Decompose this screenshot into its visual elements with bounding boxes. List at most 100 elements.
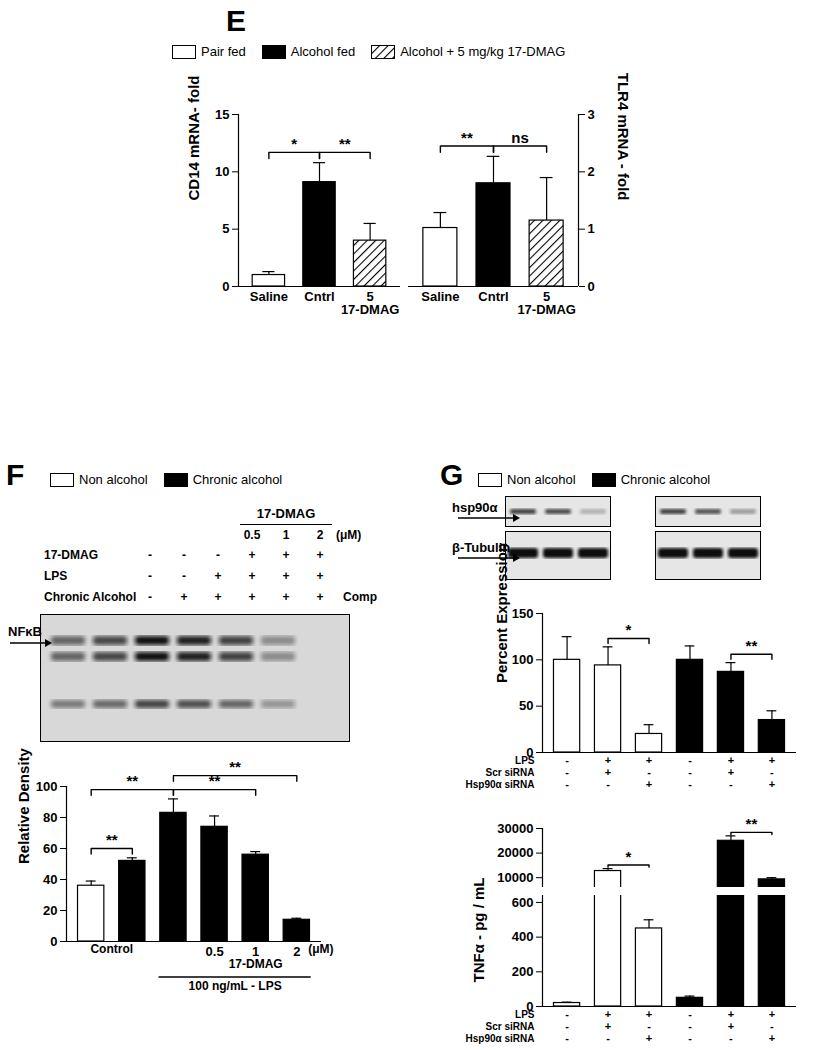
svg-text:+: +: [605, 1020, 611, 1032]
svg-text:LPS: LPS: [515, 755, 535, 766]
svg-text:-: -: [688, 754, 692, 766]
svg-text:*: *: [626, 621, 632, 638]
svg-text:-: -: [688, 1008, 692, 1020]
svg-text:200: 200: [512, 964, 534, 979]
svg-text:40: 40: [43, 872, 57, 887]
svg-text:-: -: [647, 1020, 651, 1032]
svg-text:-: -: [729, 1032, 733, 1044]
svg-text:1: 1: [588, 221, 595, 236]
svg-text:**: **: [746, 637, 758, 654]
svg-text:-: -: [565, 1020, 569, 1032]
svg-text:**: **: [461, 129, 473, 146]
html-text:G: G: [440, 458, 464, 491]
html-text:Pair fed: Pair fed: [201, 44, 246, 59]
svg-text:+: +: [646, 1008, 652, 1020]
html-text:Alcohol fed: Alcohol fed: [290, 44, 356, 59]
html-text:F: F: [6, 458, 25, 491]
svg-text:Relative Density: Relative Density: [15, 747, 32, 864]
svg-text:Cntrl: Cntrl: [478, 289, 508, 304]
svg-text:-: -: [729, 778, 733, 790]
svg-text:-: -: [688, 1032, 692, 1044]
svg-text:+: +: [769, 1008, 775, 1020]
svg-text:-: -: [565, 778, 569, 790]
svg-text:0: 0: [222, 279, 229, 294]
svg-text:600: 600: [512, 895, 534, 910]
svg-text:-: -: [565, 1008, 569, 1020]
svg-text:(μM): (μM): [308, 942, 333, 956]
svg-text:10000: 10000: [497, 870, 533, 885]
svg-text:-: -: [565, 766, 569, 778]
svg-text:-: -: [688, 1020, 692, 1032]
svg-text:+: +: [646, 778, 652, 790]
svg-text:+: +: [728, 766, 734, 778]
svg-text:**: **: [126, 772, 138, 789]
svg-text:-: -: [606, 1032, 610, 1044]
svg-text:10: 10: [215, 164, 229, 179]
svg-text:**: **: [229, 758, 241, 775]
svg-text:CD14 mRNA- fold: CD14 mRNA- fold: [185, 75, 202, 200]
svg-text:Percent Expression: Percent Expression: [493, 543, 510, 683]
svg-text:-: -: [688, 766, 692, 778]
svg-text:+: +: [646, 1032, 652, 1044]
svg-text:+: +: [728, 1008, 734, 1020]
svg-text:100: 100: [512, 652, 534, 667]
svg-text:0.5: 0.5: [206, 944, 224, 959]
svg-text:+: +: [769, 754, 775, 766]
svg-text:ns: ns: [511, 129, 529, 146]
svg-text:17-DMAG: 17-DMAG: [229, 957, 283, 971]
svg-text:+: +: [605, 766, 611, 778]
svg-text:-: -: [647, 766, 651, 778]
svg-text:+: +: [646, 754, 652, 766]
svg-text:100: 100: [36, 779, 58, 794]
svg-text:2: 2: [293, 944, 300, 959]
svg-text:0: 0: [588, 279, 595, 294]
svg-text:50: 50: [519, 698, 533, 713]
html-text:Alcohol + 5 mg/kg 17-DMAG: Alcohol + 5 mg/kg 17-DMAG: [400, 44, 566, 59]
svg-text:**: **: [209, 772, 221, 789]
svg-text:-: -: [688, 778, 692, 790]
svg-text:LPS: LPS: [515, 1009, 535, 1020]
svg-text:**: **: [106, 831, 118, 848]
svg-text:400: 400: [512, 929, 534, 944]
svg-text:20000: 20000: [497, 845, 533, 860]
svg-text:*: *: [626, 848, 632, 865]
svg-text:517-DMAG: 517-DMAG: [341, 289, 400, 317]
svg-text:5: 5: [222, 221, 229, 236]
svg-text:150: 150: [512, 606, 534, 621]
svg-text:-: -: [770, 1020, 774, 1032]
svg-text:60: 60: [43, 841, 57, 856]
svg-text:15: 15: [215, 107, 229, 122]
svg-text:Hsp90α siRNA: Hsp90α siRNA: [466, 1033, 535, 1044]
svg-text:**: **: [339, 135, 351, 152]
svg-text:+: +: [769, 778, 775, 790]
svg-text:80: 80: [43, 810, 57, 825]
svg-text:TLR4 mRNA - fold: TLR4 mRNA - fold: [615, 73, 632, 201]
html-text:E: E: [226, 4, 246, 37]
svg-text:Saline: Saline: [421, 289, 459, 304]
svg-text:+: +: [728, 1020, 734, 1032]
svg-text:Hsp90α siRNA: Hsp90α siRNA: [466, 779, 535, 790]
svg-text:30000: 30000: [497, 821, 533, 836]
svg-text:+: +: [728, 754, 734, 766]
svg-text:**: **: [746, 815, 758, 832]
svg-text:+: +: [605, 754, 611, 766]
svg-text:Control: Control: [90, 942, 133, 956]
svg-text:Saline: Saline: [250, 289, 288, 304]
svg-text:0: 0: [50, 934, 57, 949]
svg-text:+: +: [769, 1032, 775, 1044]
svg-text:Cntrl: Cntrl: [304, 289, 334, 304]
svg-text:Scr siRNA: Scr siRNA: [486, 767, 535, 778]
svg-text:Scr siRNA: Scr siRNA: [486, 1021, 535, 1032]
svg-text:2: 2: [588, 164, 595, 179]
svg-text:-: -: [770, 766, 774, 778]
svg-text:-: -: [606, 778, 610, 790]
svg-text:-: -: [565, 754, 569, 766]
html-text:TNFα - pg / mL: TNFα - pg / mL: [469, 877, 487, 983]
svg-text:+: +: [605, 1008, 611, 1020]
svg-text:*: *: [291, 135, 297, 152]
svg-text:517-DMAG: 517-DMAG: [517, 289, 576, 317]
svg-text:20: 20: [43, 903, 57, 918]
svg-text:3: 3: [588, 107, 595, 122]
svg-text:100 ng/mL - LPS: 100 ng/mL - LPS: [189, 979, 282, 993]
svg-text:-: -: [565, 1032, 569, 1044]
